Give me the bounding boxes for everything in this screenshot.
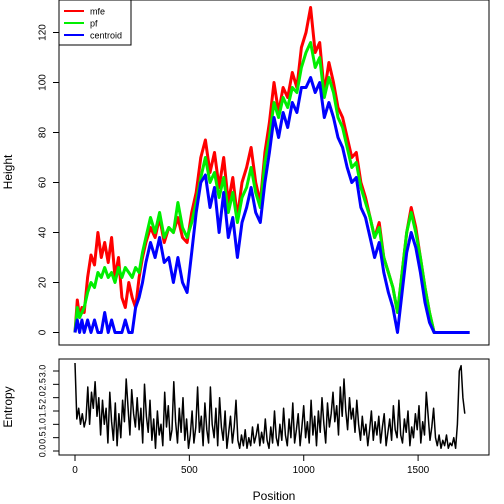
height-y-tick-label: 80 (38, 127, 49, 139)
height-series (73, 6, 470, 334)
entropy-y-tick-label: 0.0 (37, 445, 47, 458)
legend-label-centroid: centroid (90, 31, 122, 41)
position-axis-label: Position (253, 489, 296, 503)
entropy-y-tick-label: 0.5 (37, 431, 47, 444)
position-x-tick-label: 1500 (407, 465, 430, 476)
height-y-tick-label: 20 (38, 277, 49, 289)
position-x-tick-label: 0 (72, 465, 78, 476)
height-y-tick-label: 60 (38, 177, 49, 189)
height-plot-frame (58, 0, 490, 346)
position-x-tick-label: 500 (181, 465, 198, 476)
series-line-centroid (73, 76, 470, 334)
entropy-axis-label: Entropy (1, 386, 15, 427)
series-line-pf (73, 41, 470, 334)
height-y-tick-label: 40 (38, 227, 49, 239)
position-x-axis: 0 500 1000 1500 (72, 455, 430, 476)
legend-label-pf: pf (90, 19, 98, 29)
legend-label-mfe: mfe (90, 7, 105, 17)
entropy-line (74, 362, 466, 450)
height-y-tick-label: 120 (38, 24, 49, 41)
entropy-y-tick-label: 1.5 (37, 405, 47, 418)
entropy-series (74, 362, 466, 450)
height-y-tick-label: 0 (38, 329, 49, 335)
height-y-tick-label: 100 (38, 74, 49, 91)
entropy-y-axis: 0.00.51.01.52.02.53.0 (37, 365, 59, 458)
entropy-y-tick-label: 3.0 (37, 365, 47, 378)
height-axis-label: Height (1, 154, 15, 189)
position-x-tick-label: 1000 (293, 465, 316, 476)
entropy-y-tick-label: 2.0 (37, 391, 47, 404)
entropy-plot-frame (58, 358, 490, 456)
height-y-axis: 0 20 40 60 80 100 120 (38, 24, 59, 335)
entropy-y-tick-label: 1.0 (37, 418, 47, 431)
legend: mfe pf centroid (58, 0, 132, 46)
entropy-y-tick-label: 2.5 (37, 378, 47, 391)
